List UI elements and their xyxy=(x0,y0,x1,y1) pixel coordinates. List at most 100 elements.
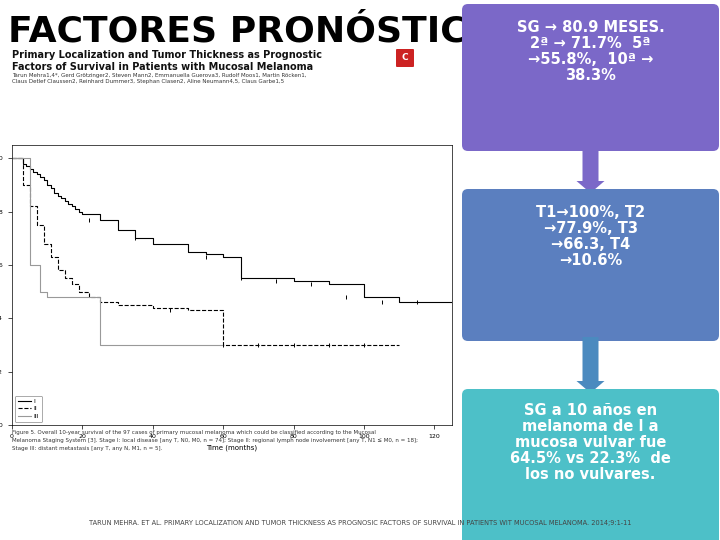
II xyxy=(46,254,55,260)
I xyxy=(148,240,157,247)
I xyxy=(29,168,37,175)
I xyxy=(184,248,192,255)
Text: →66.3, T4: →66.3, T4 xyxy=(551,237,630,252)
I xyxy=(166,240,175,247)
II xyxy=(236,342,245,348)
II xyxy=(289,342,298,348)
I xyxy=(219,254,228,260)
Text: →77.9%, T3: →77.9%, T3 xyxy=(544,221,637,236)
I xyxy=(430,299,438,306)
FancyArrow shape xyxy=(577,337,605,393)
I xyxy=(14,155,23,161)
I xyxy=(325,280,333,287)
I xyxy=(236,275,245,281)
II xyxy=(85,294,94,300)
I xyxy=(36,174,45,180)
II xyxy=(113,302,122,308)
III xyxy=(78,294,86,300)
Text: 2ª → 71.7%  5ª: 2ª → 71.7% 5ª xyxy=(530,36,651,51)
I xyxy=(57,195,66,201)
I xyxy=(60,198,69,204)
II xyxy=(254,342,263,348)
I xyxy=(40,177,48,183)
I xyxy=(22,163,30,170)
I xyxy=(254,275,263,281)
I xyxy=(8,155,17,161)
III xyxy=(113,342,122,348)
II xyxy=(14,155,23,161)
Text: los no vulvares.: los no vulvares. xyxy=(526,467,656,482)
II xyxy=(360,342,369,348)
II xyxy=(202,307,210,314)
II xyxy=(68,280,76,287)
I xyxy=(75,208,84,215)
I xyxy=(289,278,298,284)
II xyxy=(75,288,84,295)
I xyxy=(71,206,80,212)
I xyxy=(25,166,34,172)
III xyxy=(36,288,45,295)
FancyBboxPatch shape xyxy=(462,389,719,540)
I xyxy=(96,217,104,223)
II xyxy=(148,305,157,311)
III xyxy=(60,294,69,300)
Text: T1→100%, T2: T1→100%, T2 xyxy=(536,205,645,220)
III xyxy=(131,342,140,348)
I xyxy=(395,299,403,306)
Line: I: I xyxy=(12,158,452,302)
Text: 64.5% vs 22.3%  de: 64.5% vs 22.3% de xyxy=(510,451,671,466)
Legend: I, II, III: I, II, III xyxy=(15,396,42,422)
FancyBboxPatch shape xyxy=(462,4,719,151)
I xyxy=(32,171,41,178)
Text: melanoma de l a: melanoma de l a xyxy=(522,419,659,434)
III xyxy=(14,155,23,161)
II xyxy=(96,299,104,306)
Line: II: II xyxy=(12,158,399,345)
I xyxy=(53,192,62,199)
II xyxy=(32,222,41,228)
Line: III: III xyxy=(12,158,223,345)
Text: C: C xyxy=(402,53,408,63)
Text: FACTORES PRONÓSTICOS: FACTORES PRONÓSTICOS xyxy=(8,15,523,49)
Text: SG → 80.9 MESES.: SG → 80.9 MESES. xyxy=(517,20,665,35)
FancyArrow shape xyxy=(577,147,605,193)
I xyxy=(50,190,58,196)
II xyxy=(53,267,62,274)
Text: mucosa vulvar fue: mucosa vulvar fue xyxy=(515,435,666,450)
II xyxy=(184,307,192,314)
I xyxy=(64,200,73,207)
III xyxy=(43,294,52,300)
III xyxy=(25,262,34,268)
Text: →55.8%,  10ª →: →55.8%, 10ª → xyxy=(528,52,653,67)
Text: Stage III: distant metastasis [any T, any N, M1, n = 5].: Stage III: distant metastasis [any T, an… xyxy=(12,446,163,451)
I xyxy=(360,294,369,300)
III xyxy=(219,342,228,348)
II xyxy=(325,342,333,348)
II xyxy=(25,203,34,210)
I xyxy=(78,211,86,218)
III xyxy=(8,155,17,161)
III xyxy=(96,342,104,348)
FancyBboxPatch shape xyxy=(396,49,414,67)
Text: SG a 10 años en: SG a 10 años en xyxy=(524,403,657,418)
I xyxy=(46,185,55,191)
Text: Melanoma Staging System [3]. Stage I: local disease [any T, N0, M0, n = 74]; Sta: Melanoma Staging System [3]. Stage I: lo… xyxy=(12,438,418,443)
X-axis label: Time (months): Time (months) xyxy=(207,444,258,451)
III xyxy=(148,342,157,348)
II xyxy=(40,240,48,247)
Text: TARUN MEHRA. ET AL. PRIMARY LOCALIZATION AND TUMOR THICKNESS AS PROGNOSIC FACTOR: TARUN MEHRA. ET AL. PRIMARY LOCALIZATION… xyxy=(89,520,631,526)
II xyxy=(219,342,228,348)
III xyxy=(184,342,192,348)
I xyxy=(18,160,27,167)
I xyxy=(68,203,76,210)
I xyxy=(202,251,210,258)
I xyxy=(43,182,52,188)
Text: Primary Localization and Tumor Thickness as Prognostic
Factors of Survival in Pa: Primary Localization and Tumor Thickness… xyxy=(12,50,322,72)
Text: 38.3%: 38.3% xyxy=(565,68,616,83)
Text: Tarun Mehra1,4*, Gerd Grötzinger2, Steven Mann2, Emmanuella Guerova3, Rudolf Moo: Tarun Mehra1,4*, Gerd Grötzinger2, Steve… xyxy=(12,73,307,84)
I xyxy=(113,227,122,234)
II xyxy=(60,275,69,281)
II xyxy=(8,155,17,161)
Text: →10.6%: →10.6% xyxy=(559,253,622,268)
Text: Figure 5. Overall 10-year survival of the 97 cases of primary mucosal melanoma w: Figure 5. Overall 10-year survival of th… xyxy=(12,430,376,435)
